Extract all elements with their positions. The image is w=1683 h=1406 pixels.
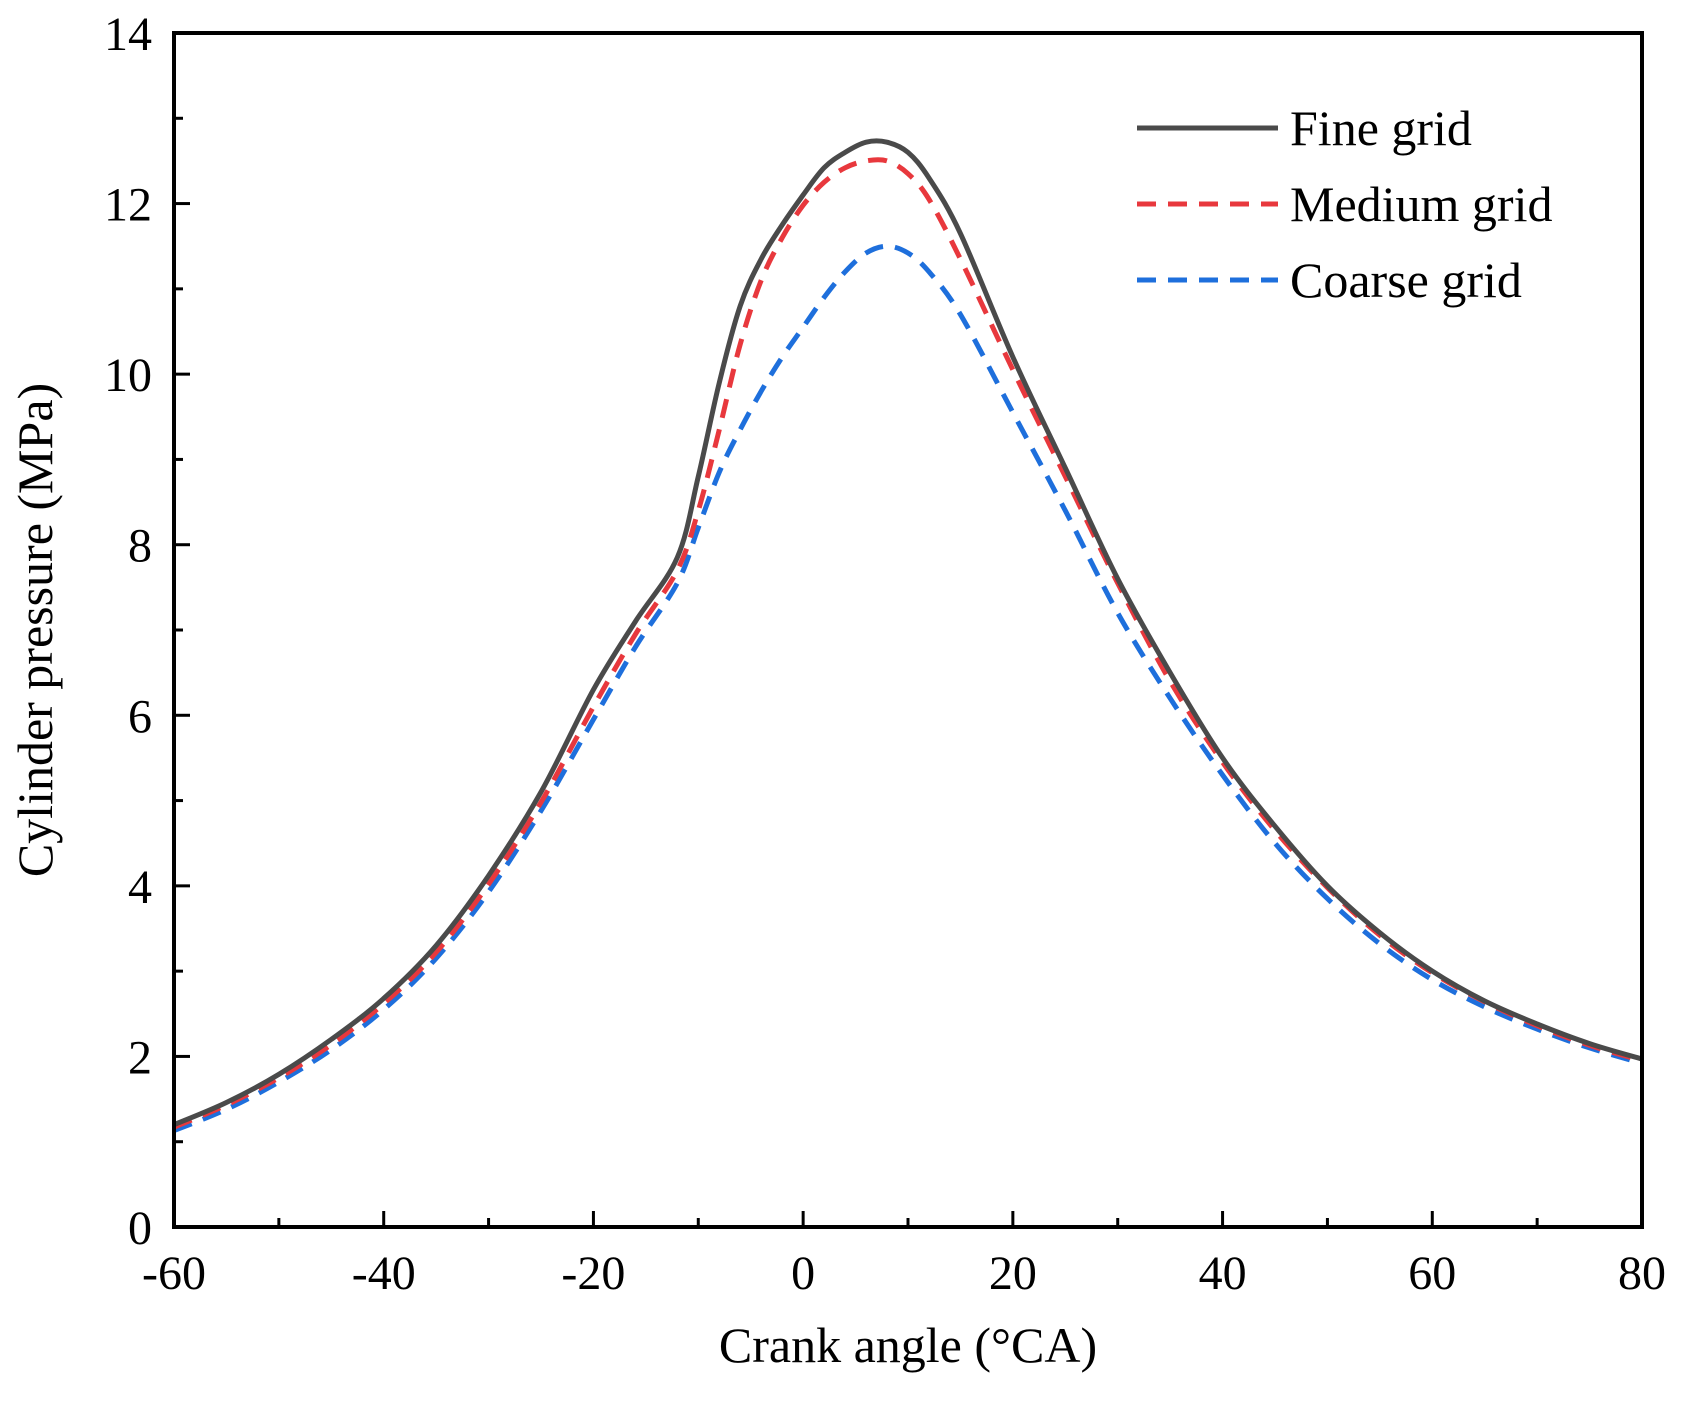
y-tick-label: 8 <box>128 520 152 573</box>
x-axis-title: Crank angle (°CA) <box>719 1317 1097 1373</box>
x-tick-label: -60 <box>142 1247 206 1300</box>
y-tick-label: 12 <box>104 179 152 232</box>
x-tick-label: 40 <box>1199 1247 1247 1300</box>
y-tick-label: 14 <box>104 8 152 61</box>
x-tick-label: 0 <box>791 1247 815 1300</box>
x-tick-label: 60 <box>1408 1247 1456 1300</box>
y-tick-label: 10 <box>104 349 152 402</box>
legend-label-medium-grid: Medium grid <box>1290 176 1552 232</box>
y-tick-label: 0 <box>128 1202 152 1255</box>
x-tick-label: -20 <box>561 1247 625 1300</box>
series-line-coarse-grid <box>173 243 1643 1133</box>
y-axis-title: Cylinder pressure (MPa) <box>7 383 63 877</box>
y-tick-label: 2 <box>128 1031 152 1084</box>
ticks-layer <box>172 31 1644 1229</box>
legend-label-fine-grid: Fine grid <box>1290 100 1472 156</box>
x-tick-label: 20 <box>989 1247 1037 1300</box>
x-tick-label: -40 <box>352 1247 416 1300</box>
y-tick-label: 4 <box>128 861 152 914</box>
legend-label-coarse-grid: Coarse grid <box>1290 252 1522 308</box>
labels-layer: -60 -40 -20 0 20 40 60 80 0 2 4 6 8 10 12 14 <box>104 8 1666 1300</box>
y-tick-label: 6 <box>128 690 152 743</box>
x-tick-label: 80 <box>1618 1247 1666 1300</box>
series-line-fine-grid <box>173 138 1643 1128</box>
legend: Fine grid Medium grid Coarse grid <box>1137 100 1552 308</box>
series-layer <box>173 138 1643 1133</box>
